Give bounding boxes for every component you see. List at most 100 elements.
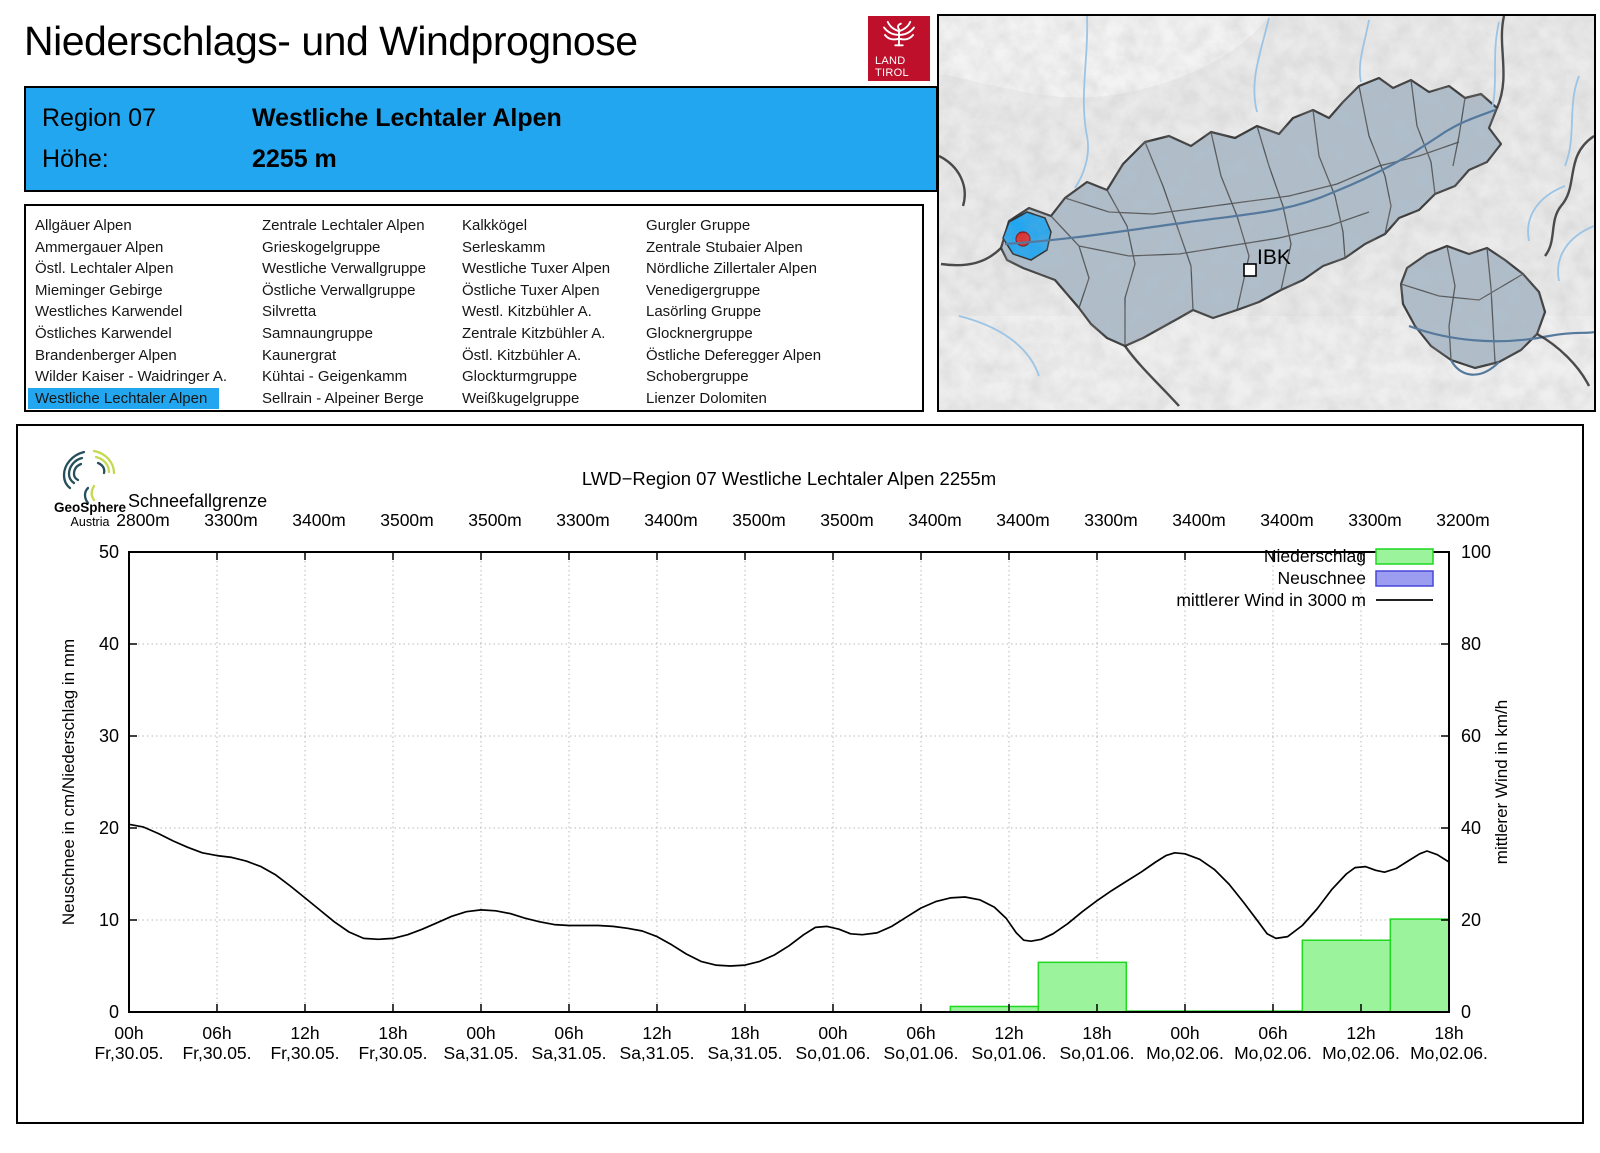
legend-label: Neuschnee [1277, 568, 1366, 588]
region-option[interactable]: Silvretta [262, 303, 317, 321]
tirol-eagle-icon [879, 19, 919, 54]
snowline-value: 2800m [116, 510, 170, 530]
right-axis-tick: 40 [1461, 818, 1481, 838]
snowline-value: 3500m [380, 510, 434, 530]
region-option[interactable]: Lienzer Dolomiten [646, 389, 767, 407]
right-axis-tick: 100 [1461, 542, 1491, 562]
x-axis-time-label: 06h [554, 1023, 583, 1043]
region-option[interactable]: Wilder Kaiser - Waidringer A. [35, 368, 227, 386]
x-axis-date-label: Sa,31.05. [532, 1043, 607, 1063]
x-axis-time-label: 00h [818, 1023, 847, 1043]
snowline-value: 3200m [1436, 510, 1490, 530]
region-option[interactable]: Gurgler Gruppe [646, 217, 751, 234]
region-option[interactable]: Kühtai - Geigenkamm [262, 368, 408, 386]
region-option[interactable]: Westliche Verwallgruppe [262, 260, 426, 278]
x-axis-date-label: Fr,30.05. [94, 1043, 163, 1063]
region-option[interactable]: Zentrale Stubaier Alpen [646, 238, 803, 256]
hoehe-label: Höhe: [42, 145, 109, 173]
region-option[interactable]: Westl. Kitzbühler A. [462, 303, 592, 321]
region-option[interactable]: Kalkkögel [462, 217, 528, 234]
x-axis-date-label: Fr,30.05. [270, 1043, 339, 1063]
snowline-value: 3400m [644, 510, 698, 530]
x-axis-date-label: So,01.06. [796, 1043, 871, 1063]
right-axis-tick: 80 [1461, 634, 1481, 654]
x-axis-time-label: 12h [994, 1023, 1023, 1043]
x-axis-time-label: 00h [114, 1023, 143, 1043]
x-axis-time-label: 06h [202, 1023, 231, 1043]
forecast-chart-panel: GeoSphere Austria 0 10 20 30 40 50 0 20 40 60 80 10… [16, 424, 1584, 1124]
region-option[interactable]: Östl. Lechtaler Alpen [35, 260, 174, 278]
left-axis-tick: 40 [99, 634, 119, 654]
right-axis-title: mittlerer Wind in km/h [1492, 700, 1511, 864]
region-option[interactable]: Östliche Verwallgruppe [262, 281, 416, 299]
region-option[interactable]: Serleskamm [462, 238, 546, 256]
left-axis-tick: 50 [99, 542, 119, 562]
region-option[interactable]: Östliches Karwendel [35, 324, 172, 342]
x-axis-time-label: 00h [1170, 1023, 1199, 1043]
left-axis-tick: 0 [109, 1002, 119, 1022]
niederschlag-bar [1037, 961, 1128, 1013]
svg-text:Austria: Austria [71, 515, 110, 529]
forecast-chart-svg: 0102030405002040608010000hFr,30.05.06hFr… [59, 468, 1511, 1063]
snowline-value: 3500m [820, 510, 874, 530]
region-option[interactable]: Zentrale Lechtaler Alpen [262, 217, 425, 234]
region-option[interactable]: Östliche Deferegger Alpen [646, 346, 822, 364]
region-list-column: Allgäuer Alpen Ammergauer Alpen Östl. Lech… [28, 215, 227, 410]
logo-text-land: LAND [875, 55, 906, 67]
x-axis-time-label: 12h [290, 1023, 319, 1043]
region-option[interactable]: Samnaungruppe [262, 324, 373, 342]
region-option[interactable]: Ammergauer Alpen [35, 238, 164, 256]
legend-swatch [1375, 570, 1434, 587]
niederschlag-bar [1301, 939, 1392, 1013]
snowline-value: 3300m [556, 510, 610, 530]
x-axis-date-label: Mo,02.06. [1234, 1043, 1312, 1063]
region-number-label: Region 07 [42, 104, 156, 132]
region-option[interactable]: Grieskogelgruppe [262, 238, 381, 256]
x-axis-date-label: So,01.06. [884, 1043, 959, 1063]
region-option[interactable]: Allgäuer Alpen [35, 217, 132, 234]
x-axis-time-label: 18h [378, 1023, 407, 1043]
region-option[interactable]: Zentrale Kitzbühler A. [462, 324, 606, 342]
map-city-label: IBK [1257, 246, 1291, 269]
left-axis-tick: 10 [99, 910, 119, 930]
region-option[interactable]: Glockturmgruppe [462, 368, 578, 386]
region-option[interactable]: Schobergruppe [646, 368, 749, 386]
region-option[interactable]: Westliche Tuxer Alpen [462, 260, 611, 278]
region-selector-list: Allgäuer Alpen Ammergauer Alpen Östl. Lech… [24, 204, 924, 412]
x-axis-date-label: Mo,02.06. [1146, 1043, 1224, 1063]
region-option[interactable]: Nördliche Zillertaler Alpen [646, 260, 817, 278]
hoehe-value: 2255 m [252, 145, 337, 173]
region-option[interactable]: Venedigergruppe [646, 281, 761, 299]
x-axis-date-label: Fr,30.05. [358, 1043, 427, 1063]
right-axis-tick: 20 [1461, 910, 1481, 930]
region-option[interactable]: Östliche Tuxer Alpen [462, 281, 600, 299]
region-option-selected[interactable]: Westliche Lechtaler Alpen [28, 387, 220, 410]
snowline-label: Schneefallgrenze [128, 491, 267, 511]
region-list-column: Kalkkögel Serleskamm Westliche Tuxer Alpen… [462, 215, 610, 409]
region-option[interactable]: Sellrain - Alpeiner Berge [262, 389, 424, 407]
right-axis-tick: 60 [1461, 726, 1481, 746]
region-option[interactable]: Mieminger Gebirge [35, 281, 163, 299]
snowline-value: 3500m [732, 510, 786, 530]
x-axis-date-label: Sa,31.05. [708, 1043, 783, 1063]
chart-title: LWD−Region 07 Westliche Lechtaler Alpen … [582, 468, 996, 489]
x-axis-time-label: 00h [466, 1023, 495, 1043]
region-option[interactable]: Östl. Kitzbühler A. [462, 346, 582, 364]
region-option[interactable]: Weißkugelgruppe [462, 389, 580, 407]
region-option[interactable]: Kaunergrat [262, 346, 337, 364]
snowline-value: 3300m [1348, 510, 1402, 530]
logo-text-tirol: TIROL [875, 66, 909, 79]
region-option[interactable]: Brandenberger Alpen [35, 346, 177, 364]
region-option[interactable]: Glocknergruppe [646, 324, 753, 342]
page-title: Niederschlags- und Windprognose [24, 18, 638, 64]
region-option[interactable]: Lasörling Gruppe [646, 303, 762, 321]
snowline-value: 3400m [908, 510, 962, 530]
region-option[interactable]: Westliches Karwendel [35, 303, 183, 321]
x-axis-time-label: 18h [1434, 1023, 1463, 1043]
snowline-value: 3400m [292, 510, 346, 530]
tirol-map[interactable]: IBK [937, 14, 1596, 412]
svg-text:GeoSphere: GeoSphere [54, 500, 127, 515]
snowline-value: 3300m [1084, 510, 1138, 530]
region-name-value: Westliche Lechtaler Alpen [252, 104, 562, 132]
region-list-column: Gurgler Gruppe Zentrale Stubaier Alpen Nör… [646, 215, 821, 409]
